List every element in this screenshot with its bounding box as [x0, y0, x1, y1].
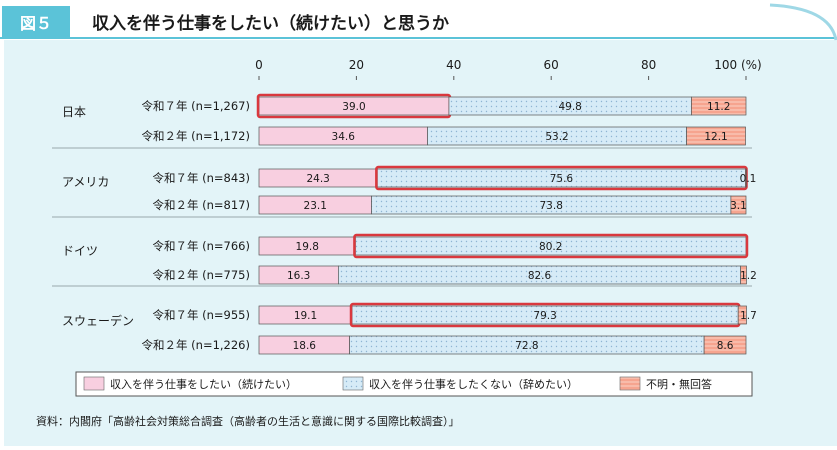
x-tick-label: 60 — [544, 58, 559, 72]
row-label: 令和２年 (n=1,172) — [142, 129, 250, 143]
bars: 39.0 49.8 11.2 34.6 53.2 12.1 24.3 75.6 0.1 23.1 7… — [256, 93, 757, 355]
data-label: 19.1 — [294, 310, 317, 322]
group-label: アメリカ — [62, 175, 109, 189]
highlight-outline — [353, 233, 749, 259]
data-label: 34.6 — [332, 131, 356, 143]
row-label: 令和２年 (n=1,226) — [142, 338, 250, 352]
data-label: 24.3 — [306, 173, 329, 185]
data-label: 19.8 — [296, 241, 319, 253]
bar-segment-unknown — [730, 195, 747, 215]
data-label: 16.3 — [287, 270, 310, 282]
data-label: 53.2 — [545, 131, 568, 143]
figure-tag: 図５ — [20, 14, 52, 33]
data-label: 79.3 — [533, 310, 556, 322]
data-label: 73.8 — [540, 200, 563, 212]
data-label: 12.1 — [704, 131, 727, 143]
bar-segment-unknown — [745, 168, 747, 188]
data-label: 39.0 — [342, 101, 365, 113]
bar-segment-unknown — [686, 126, 746, 146]
legend-label-unknown: 不明・無回答 — [646, 377, 712, 391]
group-label: ドイツ — [62, 244, 98, 258]
bar-segment-unknown — [691, 96, 747, 116]
data-label: 72.8 — [515, 340, 538, 352]
row-label: 令和７年 (n=843) — [152, 171, 250, 185]
group-label: スウェーデン — [62, 313, 134, 328]
x-tick-label: 20 — [349, 58, 364, 72]
data-label: 49.8 — [558, 101, 581, 113]
row-label: 令和７年 (n=1,267) — [142, 99, 250, 113]
row-label: 令和７年 (n=955) — [152, 308, 250, 322]
x-tick-label: 100 (%) — [714, 58, 761, 72]
legend-swatch-blue — [342, 376, 364, 391]
source-note: 資料：内閣府「高齢社会対策総合調査（高齢者の生活と意識に関する国際比較調査）」 — [36, 414, 460, 428]
legend-box — [75, 371, 753, 397]
x-tick-label: 40 — [446, 58, 461, 72]
data-label: 11.2 — [707, 101, 730, 113]
legend-label-want: 収入を伴う仕事をしたい（続けたい） — [110, 377, 297, 391]
data-label: 75.6 — [550, 173, 574, 185]
bar-segment-unknown — [703, 335, 747, 355]
row-label: 令和７年 (n=766) — [152, 239, 250, 253]
data-label: 0.1 — [740, 173, 757, 185]
group-label: 日本 — [62, 105, 86, 119]
legend-swatch-pink — [83, 376, 105, 391]
row-label: 令和２年 (n=775) — [152, 268, 250, 282]
bar-segment-unknown — [740, 265, 747, 285]
data-label: 82.6 — [528, 270, 552, 282]
data-label: 80.2 — [539, 241, 562, 253]
legend-swatch-salmon — [619, 376, 641, 391]
x-axis-ticks: 0 20 40 60 80 100 (%) — [52, 58, 762, 287]
data-label: 1.7 — [740, 310, 757, 322]
figure-tag-box — [2, 6, 70, 38]
legend: 収入を伴う仕事をしたい（続けたい） 収入を伴う仕事をしたくない（辞めたい） 不明… — [75, 371, 753, 397]
row-label: 令和２年 (n=817) — [152, 198, 250, 212]
legend-label-not-want: 収入を伴う仕事をしたくない（辞めたい） — [369, 377, 578, 391]
data-label: 1.2 — [740, 270, 757, 282]
data-label: 3.1 — [730, 200, 747, 212]
data-label: 8.6 — [717, 340, 734, 352]
x-tick-label: 0 — [255, 58, 263, 72]
bar-segment-unknown — [737, 305, 747, 325]
x-tick-label: 80 — [641, 58, 656, 72]
figure-title: 収入を伴う仕事をしたい（続けたい）と思うか — [92, 13, 449, 34]
header-curve — [769, 3, 837, 41]
header-bar — [0, 4, 837, 40]
data-label: 23.1 — [304, 200, 327, 212]
data-label: 18.6 — [293, 340, 317, 352]
group-labels: 日本 令和７年 (n=1,267)令和２年 (n=1,172)アメリカ 令和７年 (… — [62, 99, 250, 352]
